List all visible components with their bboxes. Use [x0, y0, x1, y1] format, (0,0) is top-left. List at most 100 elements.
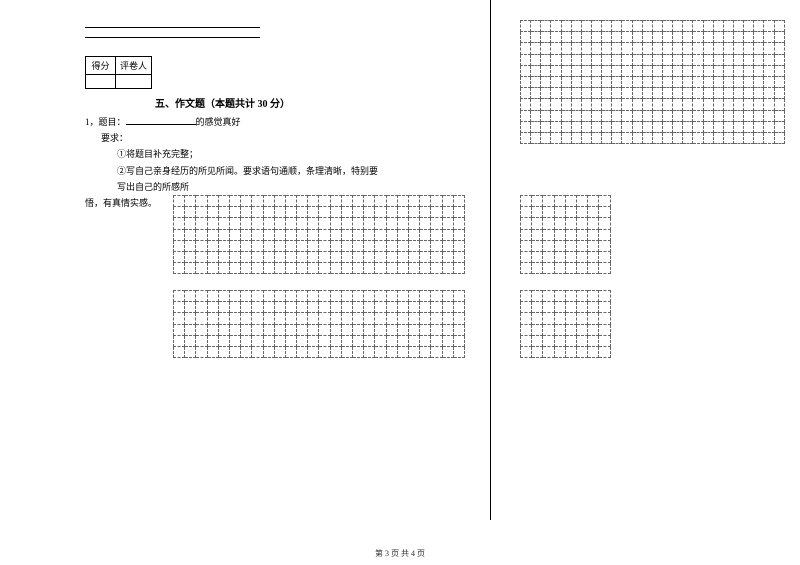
writing-cell: [408, 263, 419, 274]
writing-cell: [442, 346, 453, 357]
writing-cell: [397, 251, 408, 262]
writing-cell: [723, 88, 733, 99]
writing-cell: [662, 65, 672, 76]
writing-cell: [561, 132, 571, 143]
writing-cell: [241, 324, 252, 335]
writing-cell: [576, 324, 587, 335]
writing-cell: [532, 324, 543, 335]
writing-cell: [673, 76, 683, 87]
writing-cell: [581, 121, 591, 132]
writing-cell: [330, 240, 341, 251]
writing-cell: [364, 263, 375, 274]
writing-cell: [218, 302, 229, 313]
writing-cell: [252, 324, 263, 335]
writing-cell: [241, 291, 252, 302]
writing-cell: [599, 291, 610, 302]
writing-cell: [308, 263, 319, 274]
writing-cell: [285, 335, 296, 346]
writing-cell: [632, 76, 642, 87]
writing-cell: [591, 65, 601, 76]
writing-cell: [241, 263, 252, 274]
writing-cell: [531, 32, 541, 43]
writing-cell: [543, 196, 554, 207]
writing-cell: [662, 121, 672, 132]
writing-cell: [207, 346, 218, 357]
writing-cell: [622, 99, 632, 110]
writing-cell: [297, 313, 308, 324]
writing-cell: [588, 251, 599, 262]
writing-cell: [521, 88, 531, 99]
writing-cell: [353, 229, 364, 240]
writing-cell: [642, 32, 652, 43]
writing-cell: [602, 54, 612, 65]
writing-cell: [662, 88, 672, 99]
writing-cell: [683, 99, 693, 110]
writing-cell: [274, 346, 285, 357]
writing-cell: [543, 335, 554, 346]
writing-cell: [602, 76, 612, 87]
writing-cell: [599, 240, 610, 251]
writing-cell: [521, 324, 532, 335]
writing-cell: [744, 110, 754, 121]
writing-cell: [174, 346, 185, 357]
blank-line: [85, 28, 260, 38]
writing-cell: [703, 110, 713, 121]
writing-cell: [565, 263, 576, 274]
writing-cell: [207, 324, 218, 335]
writing-cell: [565, 324, 576, 335]
writing-cell: [561, 32, 571, 43]
writing-cell: [353, 196, 364, 207]
writing-cell: [713, 76, 723, 87]
writing-cell: [612, 88, 622, 99]
writing-cell: [263, 218, 274, 229]
writing-cell: [297, 263, 308, 274]
writing-cell: [431, 251, 442, 262]
writing-cell: [703, 65, 713, 76]
writing-cell: [591, 21, 601, 32]
writing-cell: [612, 21, 622, 32]
writing-cell: [386, 218, 397, 229]
writing-cell: [285, 196, 296, 207]
writing-cell: [397, 263, 408, 274]
writing-cell: [599, 324, 610, 335]
writing-cell: [581, 32, 591, 43]
writing-cell: [285, 302, 296, 313]
writing-cell: [642, 99, 652, 110]
writing-cell: [581, 76, 591, 87]
writing-cell: [673, 21, 683, 32]
writing-cell: [588, 324, 599, 335]
writing-cell: [599, 218, 610, 229]
writing-cell: [353, 335, 364, 346]
writing-cell: [185, 346, 196, 357]
writing-cell: [420, 196, 431, 207]
writing-cell: [185, 196, 196, 207]
writing-cell: [431, 346, 442, 357]
writing-cell: [386, 207, 397, 218]
writing-cell: [207, 229, 218, 240]
writing-cell: [207, 207, 218, 218]
writing-cell: [453, 324, 464, 335]
writing-cell: [453, 240, 464, 251]
writing-cell: [571, 132, 581, 143]
writing-cell: [353, 263, 364, 274]
writing-cell: [561, 43, 571, 54]
writing-cell: [673, 132, 683, 143]
writing-cell: [652, 110, 662, 121]
writing-cell: [297, 218, 308, 229]
writing-cell: [386, 346, 397, 357]
writing-cell: [319, 229, 330, 240]
writing-cell: [532, 196, 543, 207]
writing-cell: [554, 335, 565, 346]
writing-cell: [565, 251, 576, 262]
writing-cell: [196, 291, 207, 302]
writing-cell: [521, 302, 532, 313]
writing-cell: [632, 99, 642, 110]
writing-cell: [353, 313, 364, 324]
writing-cell: [565, 196, 576, 207]
writing-cell: [581, 132, 591, 143]
writing-cell: [442, 324, 453, 335]
writing-cell: [612, 76, 622, 87]
writing-cell: [375, 302, 386, 313]
writing-cell: [431, 218, 442, 229]
writing-cell: [554, 218, 565, 229]
